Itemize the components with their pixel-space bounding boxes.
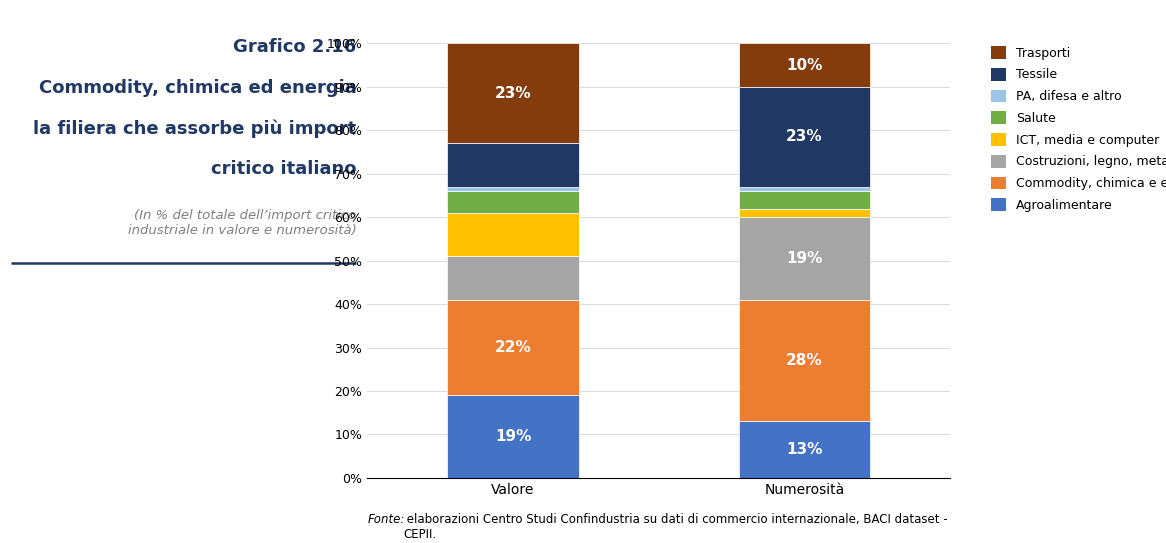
Legend: Trasporti, Tessile, PA, difesa e altro, Salute, ICT, media e computer, Costruzio: Trasporti, Tessile, PA, difesa e altro, …	[985, 41, 1166, 217]
Bar	[448, 187, 578, 191]
Text: (In % del totale dell’import critico
industriale in valore e numerosità): (In % del totale dell’import critico ind…	[127, 209, 357, 237]
Text: 10%: 10%	[786, 58, 823, 73]
Text: 23%: 23%	[494, 86, 532, 101]
Bar	[448, 395, 578, 478]
Bar	[448, 256, 578, 300]
Bar	[739, 217, 870, 300]
Bar	[448, 191, 578, 213]
Text: 13%: 13%	[786, 442, 823, 457]
Text: 19%: 19%	[494, 429, 532, 444]
Text: elaborazioni Centro Studi Confindustria su dati di commercio internazionale, BAC: elaborazioni Centro Studi Confindustria …	[403, 513, 948, 541]
Text: critico italiano: critico italiano	[211, 160, 357, 178]
Text: 28%: 28%	[786, 353, 823, 368]
Text: la filiera che assorbe più import: la filiera che assorbe più import	[33, 119, 357, 138]
Bar	[448, 143, 578, 187]
Bar	[739, 187, 870, 191]
Text: 19%: 19%	[786, 251, 823, 266]
Text: Grafico 2.16: Grafico 2.16	[233, 38, 357, 56]
Text: Commodity, chimica ed energia: Commodity, chimica ed energia	[38, 79, 357, 97]
Bar	[448, 300, 578, 395]
Bar	[739, 87, 870, 187]
Bar	[448, 213, 578, 256]
Bar	[448, 43, 578, 143]
Bar	[739, 300, 870, 421]
Text: 23%: 23%	[786, 129, 823, 144]
Text: 22%: 22%	[494, 340, 532, 355]
Bar	[739, 421, 870, 478]
Bar	[739, 43, 870, 87]
Bar	[739, 191, 870, 209]
Bar	[739, 209, 870, 217]
Text: Fonte:: Fonte:	[367, 513, 405, 526]
